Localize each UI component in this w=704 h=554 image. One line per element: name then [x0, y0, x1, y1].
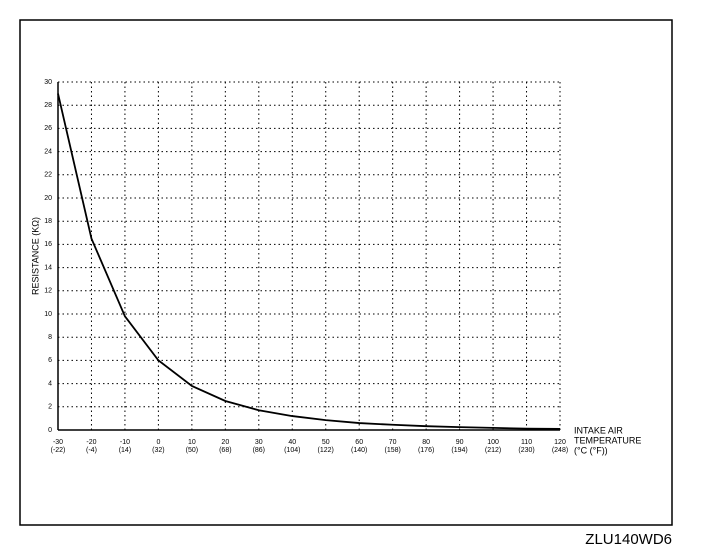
x-tick-label: -20	[86, 439, 96, 446]
x-tick-label-f: (-4)	[86, 447, 97, 454]
figure-code: ZLU140WD6	[585, 531, 672, 548]
x-tick-label: -30	[53, 439, 63, 446]
y-tick-label: 10	[44, 311, 52, 318]
x-tick-label-f: (194)	[451, 447, 467, 454]
x-tick-label: 20	[221, 439, 229, 446]
x-tick-label: 100	[487, 439, 499, 446]
y-tick-label: 26	[44, 125, 52, 132]
x-tick-label: 80	[422, 439, 430, 446]
x-tick-label: 10	[188, 439, 196, 446]
x-tick-label-f: (176)	[418, 447, 434, 454]
y-tick-label: 16	[44, 241, 52, 248]
x-tick-label-f: (50)	[186, 447, 198, 454]
x-tick-label: 60	[355, 439, 363, 446]
x-tick-label-f: (122)	[318, 447, 334, 454]
x-tick-label: 40	[288, 439, 296, 446]
y-tick-label: 30	[44, 79, 52, 86]
x-tick-label-f: (14)	[119, 447, 131, 454]
x-tick-label-f: (104)	[284, 447, 300, 454]
x-tick-label-f: (86)	[253, 447, 265, 454]
x-tick-label: -10	[120, 439, 130, 446]
x-tick-label: 50	[322, 439, 330, 446]
x-tick-label-f: (158)	[384, 447, 400, 454]
y-tick-label: 22	[44, 172, 52, 179]
x-tick-label-f: (-22)	[51, 447, 66, 454]
y-tick-label: 18	[44, 218, 52, 225]
y-tick-label: 6	[48, 357, 52, 364]
x-tick-label-f: (248)	[552, 447, 568, 454]
x-tick-label-f: (230)	[518, 447, 534, 454]
frame	[19, 19, 673, 526]
x-tick-label: 90	[456, 439, 464, 446]
x-tick-label: 120	[554, 439, 566, 446]
x-tick-label: 110	[521, 439, 532, 446]
x-tick-label: 30	[255, 439, 263, 446]
x-axis-label: TEMPERATURE	[574, 435, 641, 445]
data-line	[57, 93, 561, 430]
y-tick-label: 20	[44, 195, 52, 202]
y-tick-label: 0	[48, 427, 52, 434]
y-tick-label: 24	[44, 148, 52, 155]
x-axis-label: (°C (°F))	[574, 445, 608, 455]
y-tick-label: 8	[48, 334, 52, 341]
x-tick-label-f: (140)	[351, 447, 367, 454]
y-tick-label: 2	[48, 404, 52, 411]
x-tick-label-f: (32)	[152, 447, 164, 454]
y-tick-label: 4	[48, 380, 52, 387]
x-tick-label: 70	[389, 439, 397, 446]
x-tick-label: 0	[156, 439, 160, 446]
y-tick-label: 28	[44, 102, 52, 109]
y-tick-label: 12	[44, 288, 52, 295]
y-axis-label: RESISTANCE (KΩ)	[30, 217, 40, 295]
x-tick-label-f: (68)	[219, 447, 231, 454]
x-axis-label: INTAKE AIR	[574, 425, 623, 435]
x-tick-label-f: (212)	[485, 447, 501, 454]
y-tick-label: 14	[44, 264, 52, 271]
